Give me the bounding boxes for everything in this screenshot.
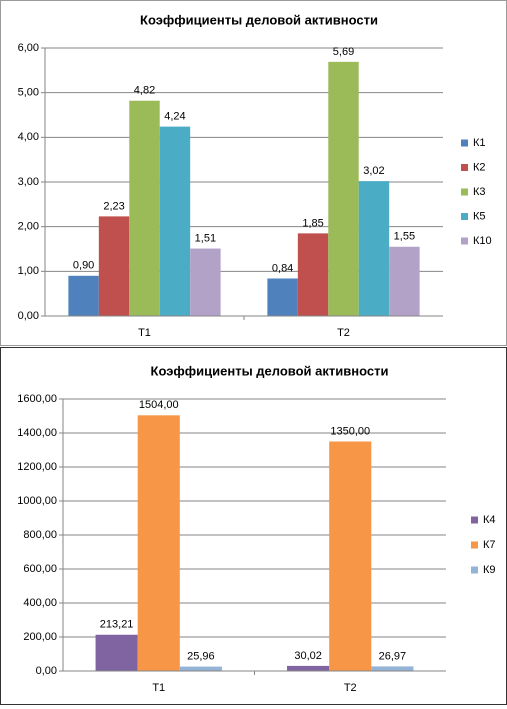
value-label: 1,51 bbox=[195, 232, 216, 244]
bar bbox=[137, 415, 180, 671]
legend-label: К2 bbox=[473, 161, 486, 173]
x-tick-label: Т1 bbox=[138, 327, 151, 339]
y-tick-label: 4,00 bbox=[18, 131, 39, 143]
legend-swatch bbox=[471, 516, 478, 524]
legend-label: К4 bbox=[483, 514, 496, 526]
y-tick-label: 1000,00 bbox=[17, 495, 57, 507]
legend-label: К9 bbox=[483, 564, 496, 576]
bar bbox=[190, 248, 221, 316]
value-label: 0,90 bbox=[73, 260, 94, 272]
y-tick-label: 0,00 bbox=[36, 665, 57, 677]
bar bbox=[358, 181, 390, 316]
value-label: 1350,00 bbox=[330, 425, 370, 437]
bar bbox=[267, 278, 298, 316]
x-tick-label: Т2 bbox=[344, 682, 357, 694]
chart: Коэффициенты деловой активности 0,00 1,00 2… bbox=[18, 12, 492, 339]
bar bbox=[389, 246, 420, 316]
y-tick-label: 800,00 bbox=[23, 529, 57, 541]
value-label: 213,21 bbox=[100, 619, 134, 631]
y-tick-label: 1,00 bbox=[18, 265, 39, 277]
bar bbox=[297, 233, 329, 316]
y-tick-label: 3,00 bbox=[18, 176, 39, 188]
x-tick-label: Т2 bbox=[337, 327, 350, 339]
chart-title: Коэффициенты деловой активности bbox=[140, 12, 378, 27]
y-tick-label: 1200,00 bbox=[17, 461, 57, 473]
bar bbox=[371, 666, 414, 671]
legend-label: К7 bbox=[483, 539, 496, 551]
bar bbox=[179, 666, 222, 671]
bar bbox=[98, 216, 130, 316]
y-tick-label: 2,00 bbox=[18, 221, 39, 233]
value-label: 0,84 bbox=[272, 262, 293, 274]
value-label: 3,02 bbox=[363, 165, 384, 177]
value-label: 4,82 bbox=[134, 85, 155, 97]
bar bbox=[159, 126, 191, 316]
bar bbox=[95, 634, 138, 671]
y-tick-label: 1400,00 bbox=[17, 427, 57, 439]
y-tick-label: 400,00 bbox=[23, 597, 57, 609]
legend-label: К5 bbox=[473, 210, 486, 222]
legend-swatch bbox=[461, 139, 468, 147]
value-label: 5,69 bbox=[333, 46, 354, 58]
chart-title: Коэффициенты деловой активности bbox=[151, 363, 389, 378]
legend-label: К10 bbox=[473, 235, 492, 247]
legend-swatch bbox=[461, 237, 468, 245]
x-tick-label: Т1 bbox=[152, 682, 165, 694]
legend-swatch bbox=[461, 188, 468, 196]
legend-swatch bbox=[461, 213, 468, 220]
legend-swatch bbox=[471, 566, 478, 574]
value-label: 1,55 bbox=[394, 231, 415, 243]
bar bbox=[329, 441, 372, 671]
chart: Коэффициенты деловой активности 0,00 200,0… bbox=[17, 363, 496, 694]
value-label: 4,24 bbox=[164, 111, 185, 123]
chart-panel: Коэффициенты деловой активности 0,00 1,00 2… bbox=[0, 0, 507, 346]
bar bbox=[328, 61, 359, 317]
value-label: 1,85 bbox=[302, 217, 323, 229]
y-tick-label: 1600,00 bbox=[17, 393, 57, 405]
y-tick-label: 6,00 bbox=[18, 42, 39, 54]
value-label: 25,96 bbox=[187, 650, 215, 662]
bar bbox=[68, 275, 99, 316]
value-label: 26,97 bbox=[379, 650, 407, 662]
value-label: 30,02 bbox=[294, 650, 322, 662]
legend-label: К1 bbox=[473, 137, 486, 149]
value-label: 2,23 bbox=[103, 200, 124, 212]
bar bbox=[287, 665, 330, 671]
y-tick-label: 5,00 bbox=[18, 87, 39, 99]
y-tick-label: 600,00 bbox=[23, 563, 57, 575]
value-label: 1504,00 bbox=[139, 399, 179, 411]
legend-swatch bbox=[471, 541, 478, 549]
y-tick-label: 200,00 bbox=[23, 631, 57, 643]
chart-panel: Коэффициенты деловой активности 0,00 200,0… bbox=[0, 347, 507, 705]
legend-label: К3 bbox=[473, 186, 486, 198]
legend-swatch bbox=[461, 164, 468, 171]
y-tick-label: 0,00 bbox=[18, 310, 39, 322]
bar bbox=[129, 100, 160, 316]
